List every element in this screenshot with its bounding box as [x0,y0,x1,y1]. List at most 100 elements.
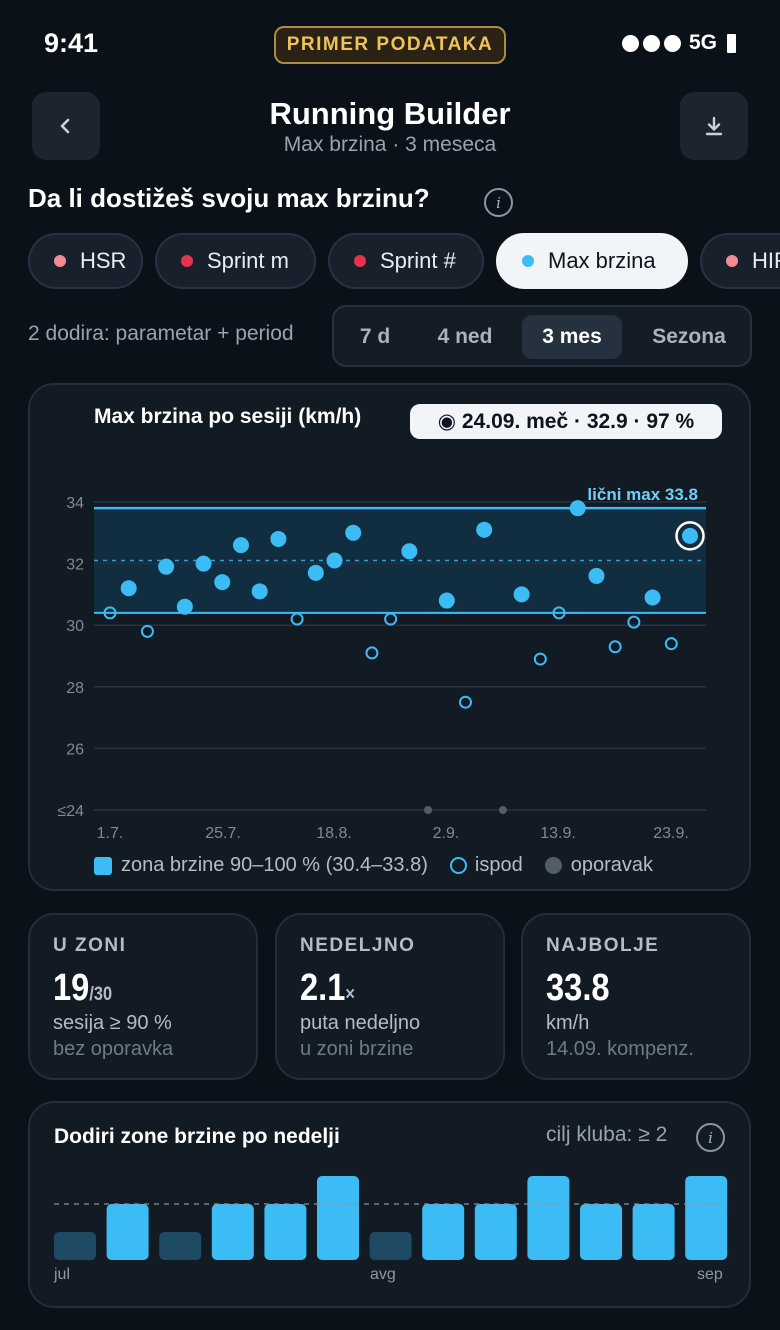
stat-card-best[interactable]: NAJBOLJE 33.8 km/h 14.09. kompenz. [521,913,751,1080]
chip-sprint-m[interactable]: Sprint m [155,233,316,289]
session-point-in-zone [644,589,661,606]
page-subtitle: Max brzina · 3 meseca [283,133,497,156]
weekly-bar [54,1232,96,1260]
session-point-in-zone [438,592,455,609]
info-icon[interactable]: i [484,188,513,217]
session-point-in-zone [214,574,231,591]
personal-max-label: lični max 33.8 [587,485,698,504]
session-point-in-zone [569,500,586,517]
session-point-below [664,637,678,651]
chip-label: HIR [752,248,780,273]
weekly-bar [264,1204,307,1260]
sample-data-badge: PRIMER PODATAKA [274,26,506,64]
chip-max-speed[interactable]: Max brzina [496,233,688,289]
weekly-bar [422,1204,465,1260]
chip-label: Sprint m [207,248,289,273]
chip-label: Sprint # [380,248,456,273]
session-point-in-zone [232,537,249,554]
chip-label: HSR [80,248,127,273]
stat-card-in-zone[interactable]: U ZONI 19/30 sesija ≥ 90 % bez oporavka [28,913,258,1080]
chip-dot [54,255,66,267]
chart-title: Max brzina po sesiji (km/h) [94,405,362,428]
status-indicators: 5G [621,31,736,55]
stat-number: 33.8 [546,967,610,1009]
session-point-recovery [424,806,433,814]
session-point-recovery [498,806,507,814]
stat-card-weekly[interactable]: NEDELJNO 2.1× puta nedeljno u zoni brzin… [275,913,505,1080]
chip-dot [522,255,534,267]
session-point-in-zone [251,583,268,600]
stat-caption: km/h [546,1012,590,1034]
y-tick-label: ≤24 [57,803,84,820]
period-3-months[interactable]: 3 mes [522,315,622,359]
signal-icon [663,34,681,52]
chip-dot [181,255,193,267]
session-point-below [458,695,472,709]
chip-sprint-count[interactable]: Sprint # [328,233,484,289]
x-tick-label: 23.9. [653,825,689,842]
y-tick-label: 32 [66,557,84,574]
period-7d[interactable]: 7 d [359,325,391,348]
stat-label: U ZONI [53,935,127,956]
session-point-below [365,646,379,660]
period-season[interactable]: Sezona [652,325,726,348]
selected-point-ring [675,521,705,551]
session-point-below [627,615,641,629]
stat-value: 19/30 [53,967,112,1010]
session-point-below [140,624,154,638]
network-label: 5G [688,31,717,54]
period-hint: 2 dodira: parametar + period [28,322,294,345]
chip-hir[interactable]: HIR [700,233,780,289]
chip-label: Max brzina [548,248,656,273]
legend-zone-swatch [94,856,112,875]
x-tick-label: 2.9. [433,825,460,842]
download-icon [705,116,723,136]
session-point-in-zone [195,555,212,572]
legend-below-swatch [449,857,467,874]
back-button[interactable] [32,92,100,160]
page-title: Running Builder [269,96,511,131]
selected-session-tooltip: ◉ 24.09. meč · 32.9 · 97 % [410,404,722,439]
stat-note: u zoni brzine [300,1038,414,1060]
session-point-in-zone [513,586,530,603]
session-point-in-zone [158,558,175,575]
y-tick-label: 26 [66,741,84,758]
session-point-below [608,640,622,654]
stat-unit: /30 [89,984,113,1005]
x-tick-label: 18.8. [316,825,352,842]
stat-caption: sesija ≥ 90 % [53,1012,172,1034]
weekly-bar [106,1204,149,1260]
session-point-below [552,606,566,620]
weekly-bar-chart [54,1176,728,1260]
x-tick-label: 13.9. [540,825,576,842]
session-point-in-zone [270,530,287,547]
x-tick-label: 1.7. [97,825,124,842]
weekly-bar [527,1176,570,1260]
download-button[interactable] [680,92,748,160]
chip-hsr[interactable]: HSR [28,233,143,289]
session-point-below [103,606,117,620]
period-4-weeks[interactable]: 4 ned [437,325,493,348]
y-tick-label: 28 [66,680,84,697]
weekly-bar [317,1176,359,1260]
legend-below-label: ispod [474,854,523,876]
weekly-bar [580,1204,622,1260]
session-point-in-zone [120,580,137,597]
chip-dot [354,255,366,267]
x-tick-label: 25.7. [205,825,241,842]
status-time: 9:41 [44,28,99,58]
stat-value: 2.1× [300,967,355,1010]
question-heading: Da li dostižeš svoju max brzinu? [28,183,430,213]
weekly-bar [685,1176,728,1260]
stat-label: NEDELJNO [300,935,416,956]
weekly-title: Dodiri zone brzine po nedelji [54,1125,340,1148]
stat-note: 14.09. kompenz. [546,1038,694,1060]
session-point-in-zone [401,543,418,560]
info-icon[interactable]: i [696,1123,725,1152]
max-speed-scatter-chart: 34 32 30 28 26 ≤24 lični max 33.8 1.7. 25.7. 18.8… [57,485,706,842]
period-selector: 7 d 4 ned 3 mes Sezona [332,305,752,367]
y-tick-label: 30 [66,618,84,635]
battery-icon [727,33,736,53]
stat-unit: × [345,984,355,1005]
stat-label: NAJBOLJE [546,935,660,956]
